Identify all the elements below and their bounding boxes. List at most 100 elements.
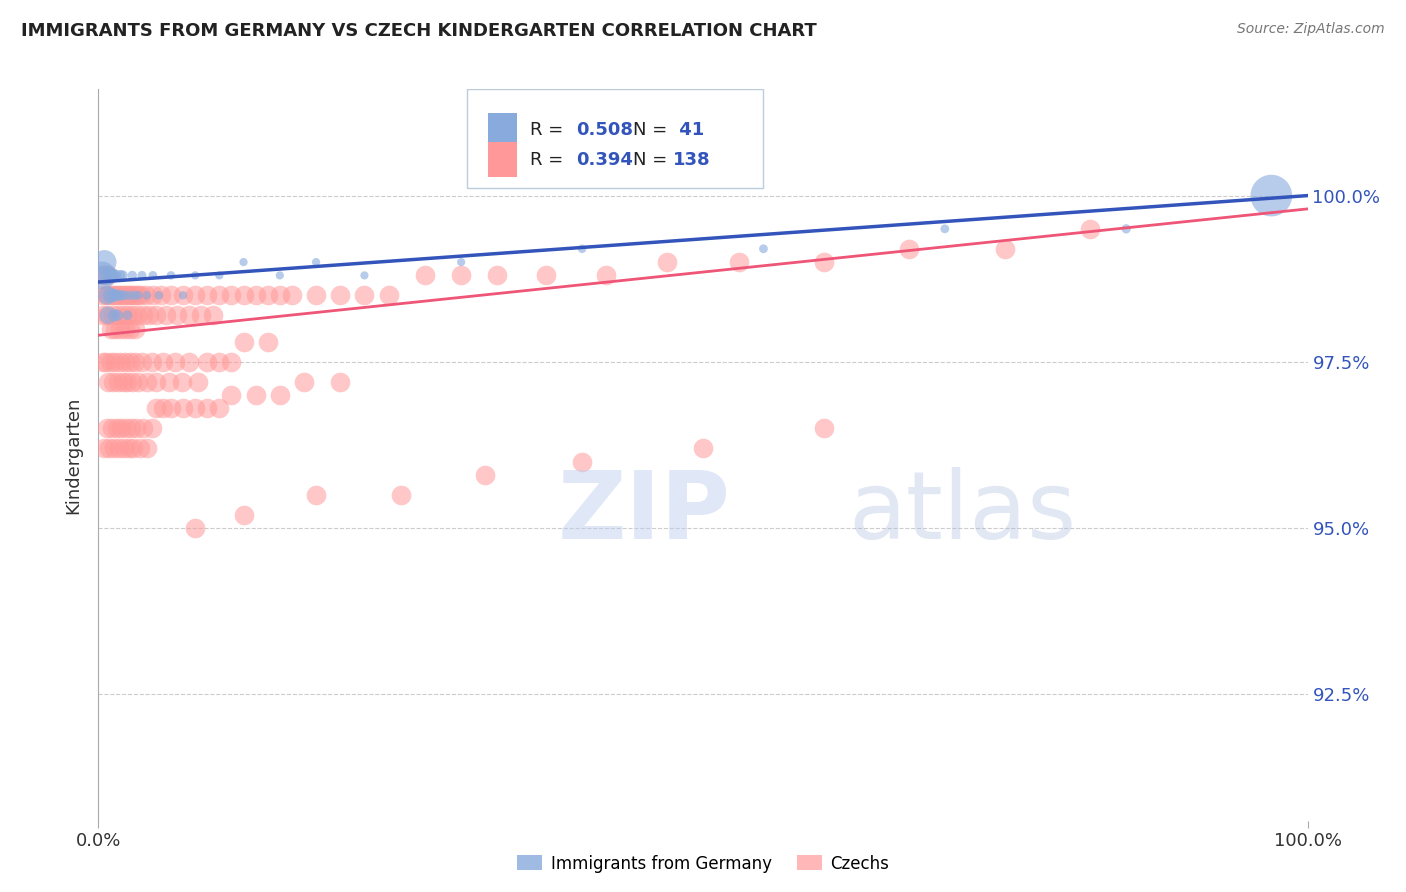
Point <box>813 421 835 435</box>
Point <box>292 375 315 389</box>
Point <box>100 288 122 302</box>
Point <box>117 375 139 389</box>
Point <box>157 375 180 389</box>
Point <box>1260 188 1282 202</box>
Point <box>208 355 231 369</box>
Text: N =: N = <box>633 151 673 169</box>
Point <box>103 308 125 322</box>
Point <box>124 355 146 369</box>
Point <box>160 268 183 283</box>
Point <box>111 308 134 322</box>
Text: 0.394: 0.394 <box>576 151 633 169</box>
Point <box>305 255 328 269</box>
Point <box>184 521 207 535</box>
Point <box>97 375 120 389</box>
Point <box>208 401 231 416</box>
Point <box>127 288 149 302</box>
Point <box>108 288 131 302</box>
Text: Source: ZipAtlas.com: Source: ZipAtlas.com <box>1237 22 1385 37</box>
Point <box>184 268 207 283</box>
Point <box>105 288 128 302</box>
Point <box>91 268 114 283</box>
Point <box>100 421 122 435</box>
Point <box>110 421 132 435</box>
Point <box>184 288 207 302</box>
Point <box>195 355 218 369</box>
Point <box>152 401 174 416</box>
Point <box>100 321 122 335</box>
Point <box>108 442 131 456</box>
Point <box>91 308 114 322</box>
Point <box>752 242 775 256</box>
Point <box>108 288 131 302</box>
Point <box>179 308 201 322</box>
Point <box>118 288 141 302</box>
Text: 41: 41 <box>673 121 704 139</box>
Point <box>145 308 167 322</box>
Point <box>108 268 131 283</box>
Point <box>353 288 375 302</box>
Point <box>145 375 167 389</box>
Point <box>232 334 254 349</box>
Point <box>897 242 920 256</box>
Point <box>305 488 328 502</box>
Point <box>96 308 118 322</box>
Point <box>122 442 145 456</box>
Point <box>104 355 127 369</box>
Point <box>117 308 139 322</box>
Point <box>118 288 141 302</box>
Point <box>269 268 291 283</box>
Point <box>110 288 132 302</box>
Point <box>97 308 120 322</box>
Point <box>110 288 132 302</box>
Point <box>142 268 165 283</box>
Point <box>486 268 509 283</box>
Text: atlas: atlas <box>848 467 1077 559</box>
Point <box>934 222 956 236</box>
Point <box>127 308 149 322</box>
Point <box>172 401 194 416</box>
Point <box>1115 222 1137 236</box>
Point <box>131 355 153 369</box>
Point <box>450 255 472 269</box>
Point <box>131 268 153 283</box>
Point <box>128 442 150 456</box>
Point <box>221 288 243 302</box>
Point <box>155 308 177 322</box>
FancyBboxPatch shape <box>488 143 517 177</box>
Point <box>127 375 149 389</box>
Point <box>152 355 174 369</box>
Text: ZIP: ZIP <box>558 467 731 559</box>
Point <box>195 401 218 416</box>
Point <box>97 268 120 283</box>
Point <box>994 242 1017 256</box>
Point <box>114 321 136 335</box>
Point <box>107 308 129 322</box>
Point <box>534 268 557 283</box>
Point <box>813 255 835 269</box>
Point <box>172 288 194 302</box>
Point <box>245 288 267 302</box>
Point <box>172 288 194 302</box>
Point <box>94 355 117 369</box>
Point <box>190 308 212 322</box>
Point <box>101 308 124 322</box>
Point <box>96 288 118 302</box>
Point <box>232 288 254 302</box>
Point <box>474 467 496 482</box>
Point <box>135 375 157 389</box>
Legend: Immigrants from Germany, Czechs: Immigrants from Germany, Czechs <box>510 848 896 880</box>
Point <box>150 288 173 302</box>
Point <box>141 421 163 435</box>
Point <box>121 308 143 322</box>
Point <box>93 268 115 283</box>
Point <box>166 308 188 322</box>
Point <box>221 388 243 402</box>
Point <box>269 288 291 302</box>
Point <box>329 288 352 302</box>
Point <box>122 288 145 302</box>
Point <box>101 288 124 302</box>
Point <box>121 375 143 389</box>
Point <box>101 375 124 389</box>
Point <box>127 288 149 302</box>
